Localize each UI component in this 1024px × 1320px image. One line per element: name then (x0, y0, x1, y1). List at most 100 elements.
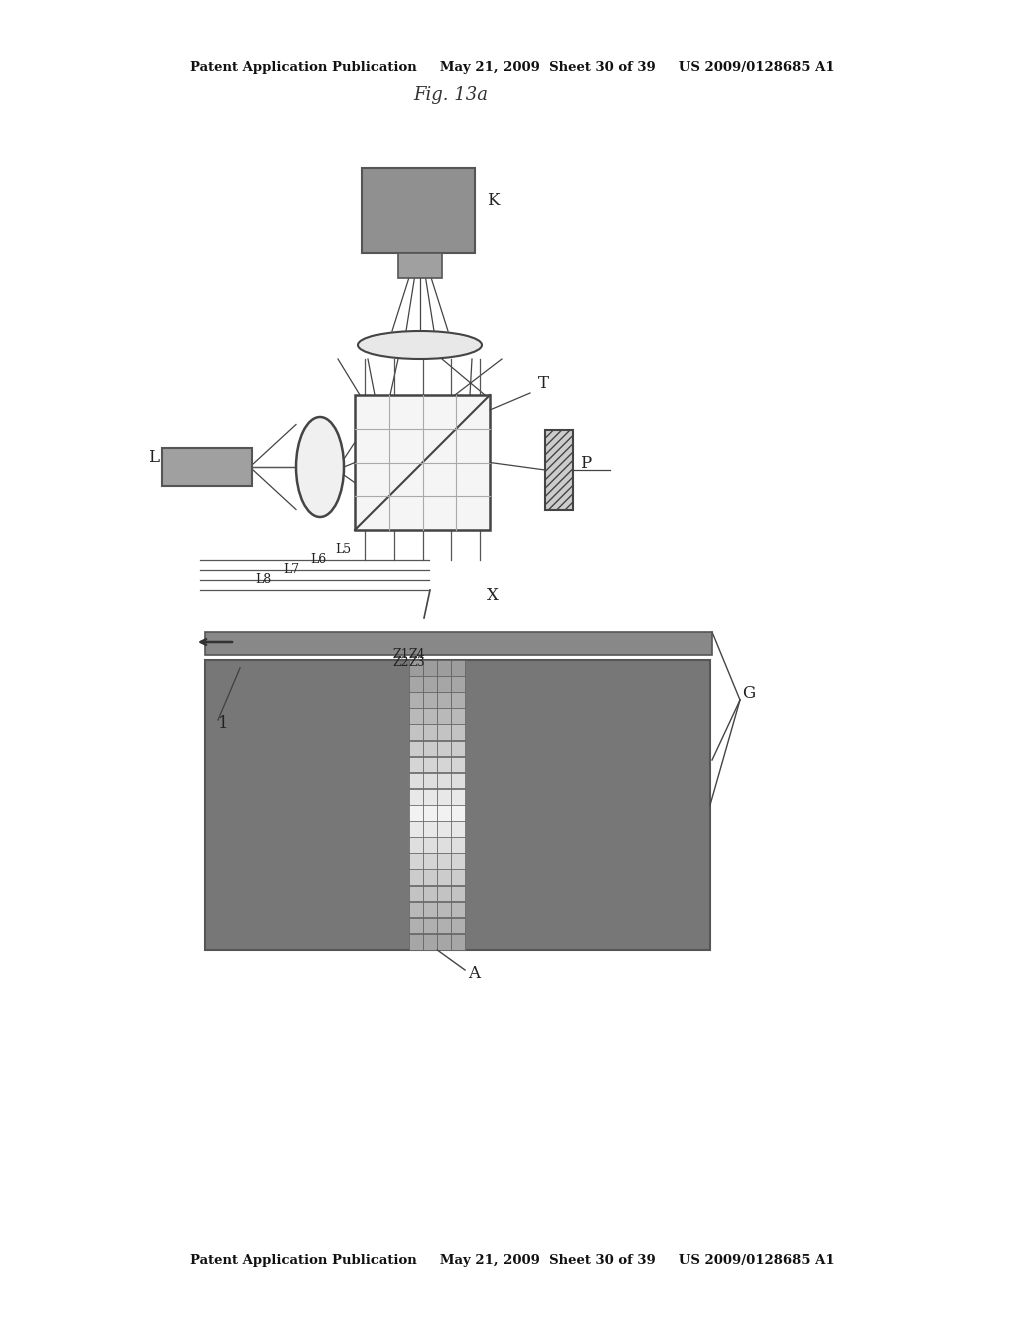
Bar (423, 741, 437, 756)
Bar (423, 725, 437, 741)
Text: L: L (148, 449, 159, 466)
Text: Z1: Z1 (392, 648, 409, 661)
Text: Fig. 13a: Fig. 13a (413, 86, 488, 104)
Bar (410, 789, 423, 804)
Bar (410, 756, 423, 772)
Bar (410, 805, 423, 821)
Bar (452, 709, 465, 723)
Text: P: P (580, 455, 591, 473)
Text: X: X (487, 587, 499, 605)
Bar (437, 902, 451, 917)
Text: Z3: Z3 (408, 656, 425, 669)
Bar (423, 933, 437, 949)
Bar (162, 447, 252, 486)
Bar (410, 902, 423, 917)
Bar (452, 772, 465, 788)
Bar (437, 741, 451, 756)
Bar (452, 756, 465, 772)
Bar (437, 772, 451, 788)
Bar (423, 870, 437, 884)
Bar (452, 676, 465, 692)
Text: L5: L5 (335, 543, 351, 556)
Bar (452, 741, 465, 756)
Bar (437, 660, 451, 676)
Text: Z2: Z2 (392, 656, 409, 669)
Text: L7: L7 (283, 564, 299, 576)
Bar (423, 902, 437, 917)
Text: T: T (538, 375, 549, 392)
Bar (423, 837, 437, 853)
Bar (410, 709, 423, 723)
Text: A: A (468, 965, 480, 982)
Text: L6: L6 (310, 553, 327, 566)
Bar (452, 789, 465, 804)
Bar (437, 933, 451, 949)
Bar (437, 676, 451, 692)
Bar (437, 886, 451, 902)
Bar (410, 725, 423, 741)
Bar (423, 709, 437, 723)
Bar (452, 837, 465, 853)
Ellipse shape (296, 417, 344, 517)
Bar (410, 853, 423, 869)
Bar (437, 917, 451, 933)
Bar (452, 725, 465, 741)
Bar (437, 853, 451, 869)
Bar (423, 886, 437, 902)
Bar (545, 430, 573, 510)
Bar (205, 660, 710, 950)
Bar (410, 917, 423, 933)
Bar (452, 805, 465, 821)
Bar (423, 772, 437, 788)
Bar (410, 837, 423, 853)
Bar (423, 789, 437, 804)
Bar (423, 805, 437, 821)
Bar (423, 660, 437, 676)
Bar (452, 933, 465, 949)
Bar (410, 660, 423, 676)
Text: Z4: Z4 (408, 648, 425, 661)
Bar (205, 632, 712, 655)
Bar (410, 676, 423, 692)
Bar (437, 725, 451, 741)
Bar (452, 917, 465, 933)
Bar (452, 692, 465, 708)
Bar (452, 660, 465, 676)
Bar (423, 917, 437, 933)
Text: Patent Application Publication     May 21, 2009  Sheet 30 of 39     US 2009/0128: Patent Application Publication May 21, 2… (189, 1254, 835, 1267)
Ellipse shape (358, 331, 482, 359)
Bar (410, 692, 423, 708)
Text: G: G (742, 685, 755, 702)
Bar (437, 692, 451, 708)
Bar (437, 870, 451, 884)
Bar (423, 676, 437, 692)
Bar (423, 853, 437, 869)
Bar (437, 805, 451, 821)
Bar (437, 756, 451, 772)
Bar (410, 741, 423, 756)
Bar (410, 886, 423, 902)
Bar (437, 789, 451, 804)
Bar (452, 853, 465, 869)
Bar (423, 821, 437, 837)
Text: L8: L8 (255, 573, 271, 586)
Bar (423, 756, 437, 772)
Bar (437, 821, 451, 837)
Bar (437, 709, 451, 723)
Text: Patent Application Publication     May 21, 2009  Sheet 30 of 39     US 2009/0128: Patent Application Publication May 21, 2… (189, 62, 835, 74)
Bar (452, 870, 465, 884)
Bar (410, 772, 423, 788)
Bar (410, 870, 423, 884)
Text: 1: 1 (218, 715, 228, 733)
Bar (437, 837, 451, 853)
Bar (362, 168, 475, 253)
Bar (410, 821, 423, 837)
Bar (355, 395, 490, 531)
Bar (452, 902, 465, 917)
Text: K: K (487, 191, 500, 209)
Bar (423, 692, 437, 708)
Bar (398, 253, 442, 279)
Bar (452, 821, 465, 837)
Bar (452, 886, 465, 902)
Bar (410, 933, 423, 949)
